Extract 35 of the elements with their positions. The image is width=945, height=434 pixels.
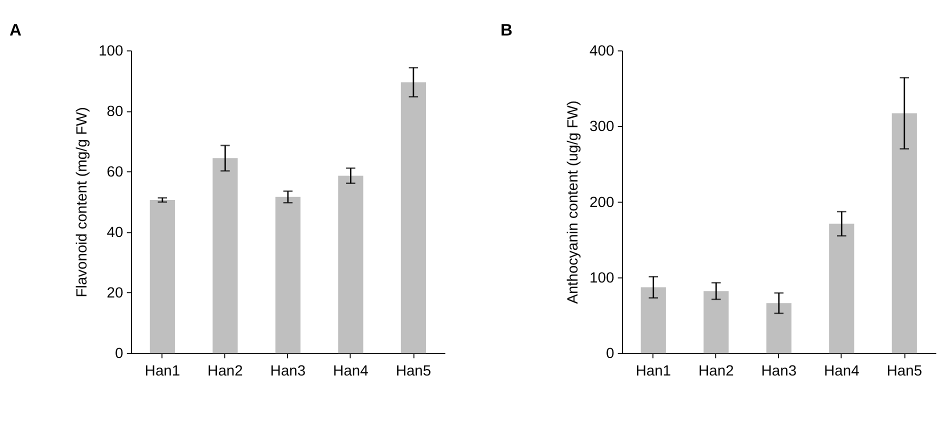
x-tick-label: Han2: [208, 364, 243, 380]
y-tick-label: 100: [590, 270, 614, 287]
x-tick-label: Han3: [270, 364, 306, 380]
y-tick-label: 20: [106, 286, 124, 302]
y-axis-title: Anthocyanin content (ug/g FW): [566, 100, 582, 304]
y-tick-label: 400: [590, 43, 614, 60]
y-tick-label: 60: [106, 164, 124, 181]
y-tick-label: 0: [114, 346, 124, 362]
y-tick-label: 200: [590, 194, 614, 211]
y-tick-label: 40: [106, 225, 124, 242]
bar: [829, 224, 854, 354]
x-tick-label: Han5: [396, 364, 432, 380]
chart-title: A: [10, 20, 22, 40]
x-tick-label: Han4: [824, 364, 860, 380]
chart-title: B: [500, 20, 512, 40]
x-tick-label: Han3: [761, 364, 797, 380]
bar: [275, 196, 300, 354]
bar: [400, 82, 426, 354]
x-tick-label: Han5: [886, 364, 922, 380]
x-tick-label: Han2: [698, 364, 734, 380]
bar: [640, 287, 666, 354]
y-tick-label: 80: [106, 104, 124, 120]
bar: [338, 176, 364, 354]
bar: [212, 158, 238, 354]
y-tick-label: 100: [98, 43, 124, 60]
y-tick-label: 0: [606, 346, 614, 362]
bar: [766, 303, 792, 354]
y-axis-title: Flavonoid content (mg/g FW): [74, 107, 91, 298]
bar: [892, 113, 917, 354]
bar: [150, 200, 175, 354]
bar: [704, 291, 729, 354]
x-tick-label: Han1: [636, 364, 672, 380]
x-tick-label: Han1: [144, 364, 180, 380]
x-tick-label: Han4: [333, 364, 368, 380]
y-tick-label: 300: [590, 119, 614, 136]
